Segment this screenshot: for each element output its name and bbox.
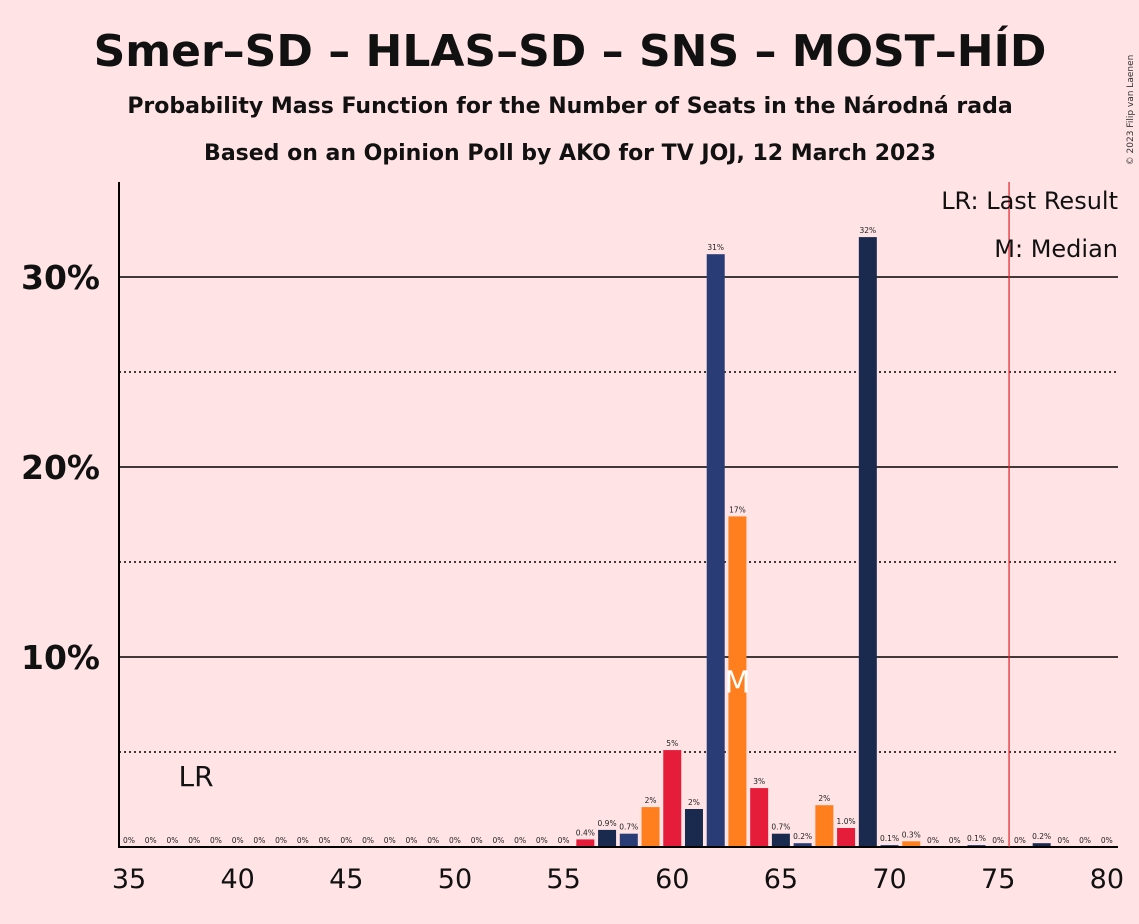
data-label: 0% bbox=[514, 836, 526, 845]
y-tick-label: 10% bbox=[21, 638, 100, 677]
data-label: 32% bbox=[859, 226, 876, 235]
x-tick-label: 80 bbox=[1090, 864, 1124, 895]
data-label: 0% bbox=[406, 836, 418, 845]
bar bbox=[815, 805, 834, 847]
bar bbox=[641, 807, 660, 847]
gridlines bbox=[119, 276, 1118, 753]
bar bbox=[750, 788, 769, 847]
copyright-notice: © 2023 Filip van Laenen bbox=[1126, 55, 1136, 166]
bar bbox=[619, 833, 638, 847]
data-label: 0% bbox=[1057, 836, 1069, 845]
data-label: 0% bbox=[1014, 836, 1026, 845]
legend-median: M: Median bbox=[994, 235, 1118, 263]
data-label: 0% bbox=[145, 836, 157, 845]
data-label: 0% bbox=[253, 836, 265, 845]
bar bbox=[793, 843, 812, 847]
bars bbox=[576, 237, 1051, 848]
x-tick-label: 45 bbox=[329, 864, 363, 895]
data-label: 0% bbox=[384, 836, 396, 845]
data-label: 0% bbox=[1101, 836, 1113, 845]
data-label: 0.3% bbox=[902, 830, 921, 839]
data-label: 0.4% bbox=[576, 828, 595, 837]
data-label: 0% bbox=[210, 836, 222, 845]
data-label: 0% bbox=[362, 836, 374, 845]
data-label: 0.9% bbox=[598, 819, 617, 828]
y-tick-label: 20% bbox=[21, 448, 100, 487]
data-label: 0.7% bbox=[771, 823, 790, 832]
bar bbox=[728, 516, 747, 847]
data-label: 0% bbox=[949, 836, 961, 845]
x-tick-label: 60 bbox=[655, 864, 689, 895]
median-marker: M bbox=[724, 666, 750, 701]
x-tick-label: 55 bbox=[546, 864, 580, 895]
chart-title: Smer–SD – HLAS–SD – SNS – MOST–HÍD bbox=[94, 24, 1047, 77]
data-label: 0% bbox=[167, 836, 179, 845]
bar bbox=[771, 833, 790, 847]
bar bbox=[902, 841, 921, 847]
x-tick-label: 70 bbox=[872, 864, 906, 895]
data-label: 0% bbox=[275, 836, 287, 845]
data-label: 1.0% bbox=[837, 817, 856, 826]
last-result-label: LR bbox=[178, 760, 213, 793]
data-label: 0% bbox=[558, 836, 570, 845]
data-label: 31% bbox=[707, 243, 724, 252]
x-tick-label: 40 bbox=[220, 864, 254, 895]
bar bbox=[837, 828, 856, 847]
data-label: 0% bbox=[427, 836, 439, 845]
data-label: 0% bbox=[471, 836, 483, 845]
data-label: 0.1% bbox=[880, 834, 899, 843]
data-label: 0.7% bbox=[619, 823, 638, 832]
data-label: 2% bbox=[818, 794, 830, 803]
bar bbox=[1032, 843, 1051, 847]
data-label: 0% bbox=[297, 836, 309, 845]
y-tick-labels: 10% 20% 30% bbox=[21, 258, 100, 677]
data-label: 0% bbox=[1079, 836, 1091, 845]
x-tick-labels: 35 40 45 50 55 60 65 70 75 80 bbox=[112, 864, 1124, 895]
chart-subtitle-source: Based on an Opinion Poll by AKO for TV J… bbox=[204, 141, 936, 166]
chart-subtitle: Probability Mass Function for the Number… bbox=[127, 94, 1012, 119]
data-label: 0.1% bbox=[967, 834, 986, 843]
data-label: 0% bbox=[123, 836, 135, 845]
data-label: 0% bbox=[449, 836, 461, 845]
data-label: 0% bbox=[188, 836, 200, 845]
data-label: 17% bbox=[729, 505, 746, 514]
data-label: 0% bbox=[992, 836, 1004, 845]
y-tick-label: 30% bbox=[21, 258, 100, 297]
markers: LR M bbox=[178, 182, 1010, 847]
data-labels: 0% 0% 0% 0% 0% 0% 0% 0% 0% 0% 0% 0% 0% 0% 0% 0% 0% 0% 0% 0%… bbox=[123, 226, 1113, 845]
data-label: 3% bbox=[753, 777, 765, 786]
data-label: 0.2% bbox=[1032, 832, 1051, 841]
bar bbox=[663, 750, 682, 847]
x-tick-label: 35 bbox=[112, 864, 146, 895]
data-label: 0% bbox=[492, 836, 504, 845]
data-label: 2% bbox=[645, 796, 657, 805]
bar bbox=[706, 254, 725, 847]
bar bbox=[684, 809, 703, 847]
bar bbox=[858, 237, 877, 848]
data-label: 5% bbox=[666, 739, 678, 748]
data-label: 0% bbox=[927, 836, 939, 845]
data-label: 0% bbox=[536, 836, 548, 845]
x-tick-label: 75 bbox=[981, 864, 1015, 895]
data-label: 2% bbox=[688, 798, 700, 807]
data-label: 0% bbox=[319, 836, 331, 845]
x-tick-label: 50 bbox=[438, 864, 472, 895]
bar bbox=[598, 829, 617, 847]
data-label: 0% bbox=[232, 836, 244, 845]
legend-last-result: LR: Last Result bbox=[941, 187, 1118, 215]
bar bbox=[576, 839, 595, 847]
data-label: 0.2% bbox=[793, 832, 812, 841]
data-label: 0% bbox=[340, 836, 352, 845]
x-tick-label: 65 bbox=[764, 864, 798, 895]
